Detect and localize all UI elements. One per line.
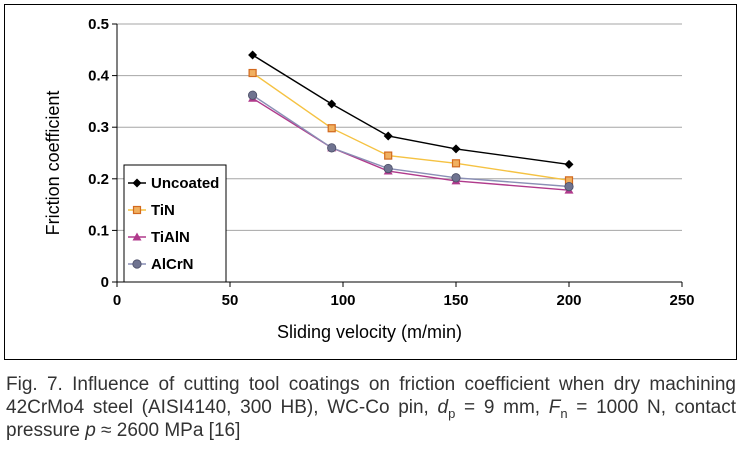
data-point-uncoated	[564, 159, 574, 169]
x-tick-label: 200	[556, 292, 581, 309]
data-point-uncoated	[248, 50, 258, 60]
series-tin	[248, 68, 574, 185]
legend-marker-uncoated	[132, 178, 142, 188]
y-tick-label: 0.4	[88, 68, 110, 85]
caption-fig-label: Fig. 7.	[6, 374, 63, 395]
legend: Uncoated TiN TiAlN AlCrN	[123, 164, 227, 283]
caption-p-symbol: p	[85, 420, 96, 441]
legend-label-tialn: TiAlN	[151, 229, 190, 246]
data-point-alcrn	[248, 90, 258, 100]
legend-label-uncoated: Uncoated	[151, 175, 219, 192]
caption-text-3: = 1000 N, contact pressure	[6, 397, 737, 441]
data-point-alcrn	[451, 173, 461, 183]
data-point-alcrn	[564, 181, 574, 192]
chart: 0 0.1 0.2 0.3 0.4 0.5 0 50 100 150 200 250 Sliding v…	[43, 16, 695, 342]
data-point-uncoated	[327, 99, 337, 109]
data-point-tin	[327, 124, 336, 133]
caption-d-subscript: p	[448, 405, 456, 421]
x-tick-label: 150	[443, 292, 468, 309]
x-tick-label: 0	[113, 292, 121, 309]
y-tick-label: 0.3	[88, 119, 109, 136]
data-point-tin	[451, 159, 461, 168]
x-tick-label: 50	[222, 292, 239, 309]
data-point-tin	[248, 68, 257, 78]
legend-marker-tin	[132, 205, 142, 215]
series-line-tialn	[252, 97, 570, 191]
series-line-uncoated	[252, 54, 570, 166]
legend-marker-alcrn	[132, 259, 142, 269]
axes: 0 0.1 0.2 0.3 0.4 0.5 0 50 100 150 200 250 Sliding v…	[43, 16, 695, 342]
legend-marker-tialn	[132, 232, 142, 241]
y-tick-label: 0.5	[88, 16, 109, 33]
y-tick-label: 0	[101, 274, 109, 291]
data-point-uncoated	[383, 131, 393, 141]
caption-f-symbol: F	[548, 397, 561, 418]
legend-label-alcrn: AlCrN	[151, 256, 194, 273]
caption-text-1: Influence of cutting tool coatings on fr…	[6, 374, 736, 418]
series-layer	[248, 50, 574, 194]
y-tick-label: 0.2	[88, 171, 109, 188]
series-uncoated	[248, 50, 574, 169]
data-point-tin	[384, 151, 393, 160]
series-alcrn	[248, 90, 574, 192]
x-tick-label: 250	[669, 292, 694, 309]
x-axis-title: Sliding velocity (m/min)	[277, 322, 462, 342]
x-tick-label: 100	[330, 292, 355, 309]
legend-label-tin: TiN	[151, 202, 175, 219]
data-point-uncoated	[451, 144, 461, 154]
figure-caption: Fig. 7. Influence of cutting tool coatin…	[6, 373, 736, 442]
y-tick-label: 0.1	[88, 222, 109, 239]
y-axis-title: Friction coefficient	[43, 91, 63, 236]
caption-text-4: ≈ 2600 MPa [16]	[95, 420, 241, 441]
data-point-alcrn	[383, 163, 393, 174]
caption-d-symbol: d	[437, 397, 449, 418]
caption-text-2: = 9 mm,	[455, 397, 549, 418]
data-point-alcrn	[327, 143, 337, 153]
caption-f-subscript: n	[560, 405, 568, 421]
chart-frame: 0 0.1 0.2 0.3 0.4 0.5 0 50 100 150 200 250 Sliding v…	[4, 4, 737, 360]
